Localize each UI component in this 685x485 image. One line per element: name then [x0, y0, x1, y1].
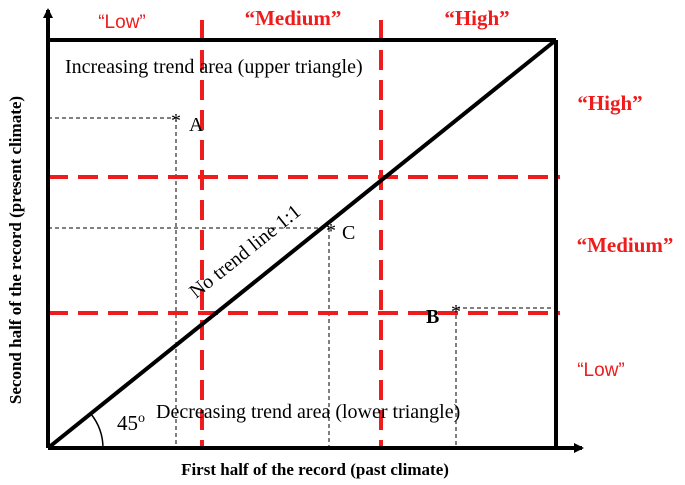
point-guides — [48, 117, 556, 448]
angle-label: 45o — [117, 411, 145, 435]
top-category-low: “Low” — [98, 12, 146, 33]
no-trend-line — [46, 38, 558, 450]
right-category-medium: “Medium” — [577, 233, 674, 257]
top-category-high: “High” — [444, 6, 509, 30]
y-axis-label: Second half of the record (present clima… — [6, 96, 25, 404]
frame — [48, 38, 558, 448]
point-c-label: C — [342, 222, 355, 244]
x-axis-label: First half of the record (past climate) — [181, 460, 449, 479]
upper-region-label: Increasing trend area (upper triangle) — [65, 56, 363, 78]
threshold-lines — [48, 20, 560, 448]
point-c-marker: * — [326, 220, 336, 242]
top-category-medium: “Medium” — [245, 6, 342, 30]
right-category-high: “High” — [577, 91, 642, 115]
right-category-low: “Low” — [577, 360, 625, 381]
angle-arc — [90, 413, 104, 449]
point-a-marker: * — [171, 110, 181, 132]
point-b-label: B — [426, 306, 439, 328]
point-a-label: A — [189, 114, 204, 136]
lower-region-label: Decreasing trend area (lower triangle) — [156, 401, 460, 423]
angle-unit: o — [138, 411, 145, 426]
angle-value: 45 — [117, 411, 138, 435]
point-b-marker: * — [451, 301, 461, 323]
